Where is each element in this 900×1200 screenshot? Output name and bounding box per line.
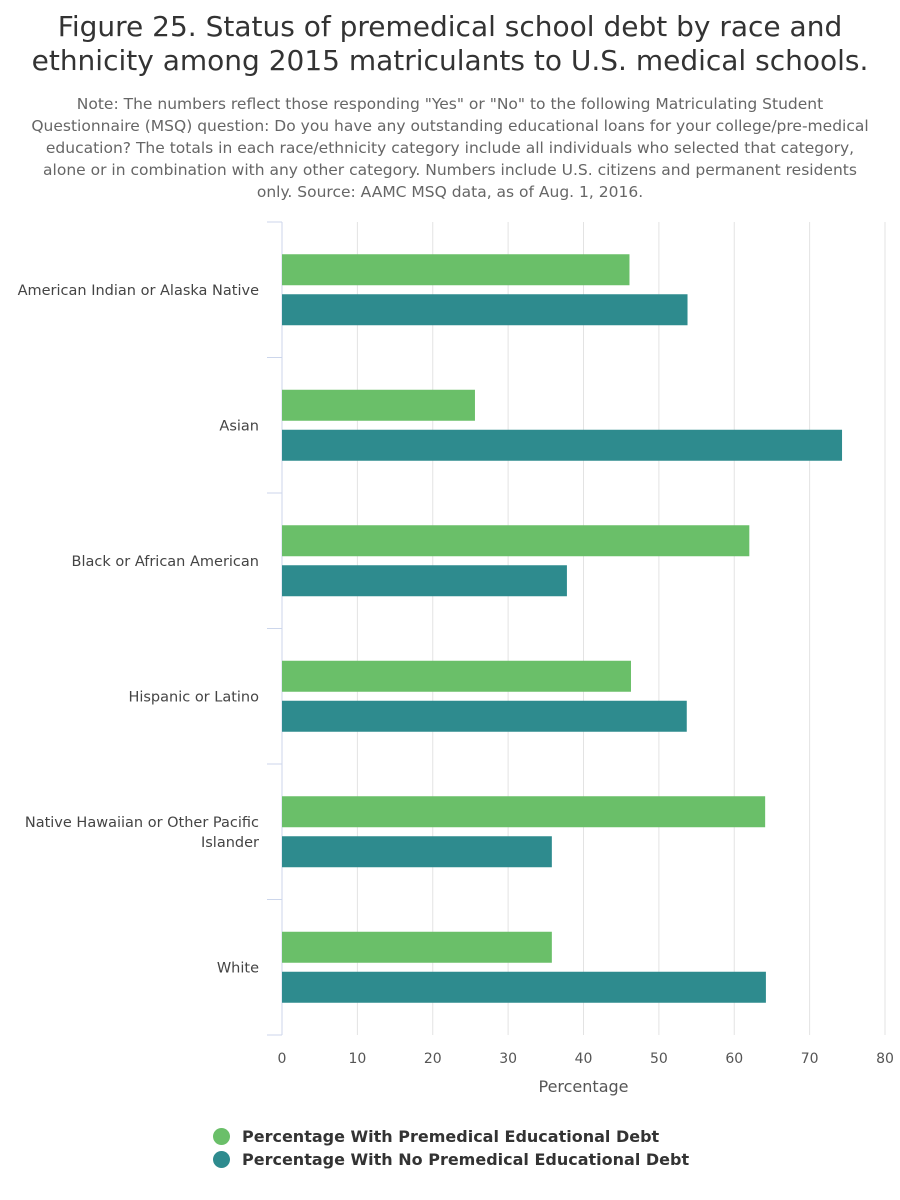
category-label: White <box>217 960 259 976</box>
bar-with-debt[interactable] <box>282 254 630 286</box>
category-labels: American Indian or Alaska Native Asian Bla… <box>18 283 260 977</box>
bar-no-debt[interactable] <box>282 971 766 1003</box>
bar-with-debt[interactable] <box>282 389 475 421</box>
bar-with-debt[interactable] <box>282 525 750 557</box>
category-label: Hispanic or Latino <box>128 689 259 705</box>
y-axis <box>267 221 283 1036</box>
x-tick-labels: 0 10 20 30 40 50 60 70 80 <box>278 1051 894 1067</box>
legend-label-with-debt: Percentage With Premedical Educational D… <box>242 1127 660 1146</box>
category-label: American Indian or Alaska Native <box>18 283 259 299</box>
x-axis-title: Percentage <box>538 1077 628 1096</box>
bar-with-debt[interactable] <box>282 931 552 963</box>
bar-no-debt[interactable] <box>282 565 567 597</box>
x-tick-label: 10 <box>348 1051 366 1067</box>
x-tick-label: 70 <box>801 1051 819 1067</box>
category-label: Native Hawaiian or Other Pacific <box>25 815 259 831</box>
legend-marker-no-debt <box>213 1151 230 1168</box>
legend-item-no-debt[interactable]: Percentage With No Premedical Educationa… <box>213 1148 689 1171</box>
x-tick-label: 80 <box>876 1051 894 1067</box>
bar-no-debt[interactable] <box>282 429 843 461</box>
bar-no-debt[interactable] <box>282 836 552 868</box>
bar-no-debt[interactable] <box>282 700 687 732</box>
legend-label-no-debt: Percentage With No Premedical Educationa… <box>242 1150 690 1169</box>
legend: Percentage With Premedical Educational D… <box>213 1125 689 1171</box>
x-tick-label: 60 <box>725 1051 743 1067</box>
legend-item-with-debt[interactable]: Percentage With Premedical Educational D… <box>213 1125 689 1148</box>
bar-chart: American Indian or Alaska Native Asian Bla… <box>18 221 894 1096</box>
x-tick-label: 30 <box>499 1051 517 1067</box>
bar-with-debt[interactable] <box>282 660 631 692</box>
chart-note: Note: The numbers reflect those respondi… <box>31 95 869 201</box>
grid-lines <box>356 222 886 1035</box>
legend-marker-with-debt <box>213 1128 230 1145</box>
x-tick-label: 50 <box>650 1051 668 1067</box>
x-tick-label: 0 <box>278 1051 287 1067</box>
bars <box>282 254 843 1003</box>
bar-no-debt[interactable] <box>282 294 688 326</box>
category-label: Islander <box>201 835 259 851</box>
x-tick-label: 40 <box>575 1051 593 1067</box>
chart-title: Figure 25. Status of premedical school d… <box>31 10 869 77</box>
category-label: Asian <box>219 418 259 434</box>
x-tick-label: 20 <box>424 1051 442 1067</box>
category-label: Black or African American <box>72 554 259 570</box>
bar-with-debt[interactable] <box>282 796 766 828</box>
